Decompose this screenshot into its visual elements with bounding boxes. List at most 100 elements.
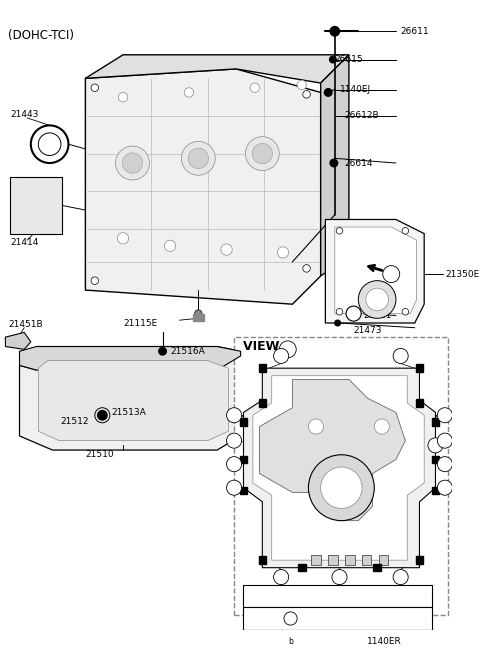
Circle shape [336,228,343,234]
Text: 26615: 26615 [335,55,363,64]
Circle shape [303,264,310,272]
Text: 21350E: 21350E [445,270,479,279]
Circle shape [116,146,149,180]
Bar [10,177,62,234]
Circle shape [358,281,396,318]
Circle shape [321,467,362,508]
Bar [259,400,266,407]
Circle shape [330,27,339,36]
Circle shape [274,348,288,363]
Polygon shape [325,220,424,323]
Polygon shape [85,55,349,83]
Text: a: a [443,411,447,420]
Bar [416,365,423,372]
Bar [432,418,439,426]
Polygon shape [260,379,406,521]
Text: 21451B: 21451B [8,320,43,329]
Text: 21421: 21421 [363,311,391,320]
Circle shape [118,233,129,244]
Bar [240,418,247,426]
Circle shape [97,411,107,420]
Circle shape [227,408,241,422]
Polygon shape [20,346,240,370]
Text: 21115E: 21115E [123,319,157,327]
Bar [373,564,381,571]
Text: 21513A: 21513A [112,408,146,417]
Text: b: b [232,483,237,492]
Circle shape [402,308,408,315]
Circle shape [31,125,69,163]
Text: 21443: 21443 [10,110,38,119]
Bar [328,556,337,565]
Circle shape [332,569,347,584]
Text: 21512: 21512 [60,417,88,426]
Circle shape [91,277,98,285]
Circle shape [335,320,340,326]
Circle shape [279,341,296,358]
Circle shape [165,240,176,251]
Circle shape [221,244,232,255]
Circle shape [159,348,167,355]
Text: b: b [288,636,293,646]
Circle shape [383,266,400,283]
Polygon shape [253,376,424,560]
Polygon shape [243,368,435,567]
Bar [362,556,372,565]
Circle shape [346,306,361,321]
Circle shape [330,56,336,63]
Circle shape [38,133,61,155]
Text: a: a [288,614,293,623]
Text: b: b [232,436,237,445]
Text: b: b [232,460,237,468]
Text: a: a [279,573,284,582]
Text: a: a [232,411,237,420]
Circle shape [122,153,143,173]
Text: b: b [443,460,447,468]
Circle shape [309,419,324,434]
Text: a: a [398,573,403,582]
Polygon shape [85,69,321,304]
Text: 26614: 26614 [344,159,372,167]
Bar [416,400,423,407]
Circle shape [297,80,307,90]
Circle shape [336,308,343,315]
Circle shape [428,438,443,453]
Circle shape [402,228,408,234]
Bar [243,607,432,630]
Bar [432,456,439,463]
Circle shape [250,83,260,92]
Circle shape [309,455,374,521]
Text: a: a [279,352,284,360]
Text: b: b [443,436,447,445]
Bar [240,456,247,463]
Circle shape [393,569,408,584]
Circle shape [181,142,215,175]
Circle shape [437,457,453,472]
Circle shape [393,348,408,363]
Text: SYMBOL: SYMBOL [269,592,312,600]
Text: 1140GD: 1140GD [366,614,403,623]
Circle shape [437,433,453,448]
Text: b: b [337,573,342,582]
Circle shape [184,88,193,97]
Circle shape [284,612,297,625]
Text: 26611: 26611 [401,27,429,36]
Text: 26612B: 26612B [344,112,379,121]
Text: 21473: 21473 [354,326,382,335]
Bar [243,584,432,607]
Bar [259,556,266,564]
Circle shape [188,148,208,169]
Bar [259,365,266,372]
Circle shape [330,159,337,167]
Bar [298,564,306,571]
Text: A: A [388,269,395,279]
Polygon shape [335,227,417,314]
Circle shape [437,408,453,422]
Bar [192,314,204,321]
Bar [345,556,355,565]
Text: b: b [443,483,447,492]
Text: 21510: 21510 [85,450,114,459]
Polygon shape [321,55,349,276]
Polygon shape [38,361,228,441]
Text: VIEW: VIEW [243,340,284,353]
